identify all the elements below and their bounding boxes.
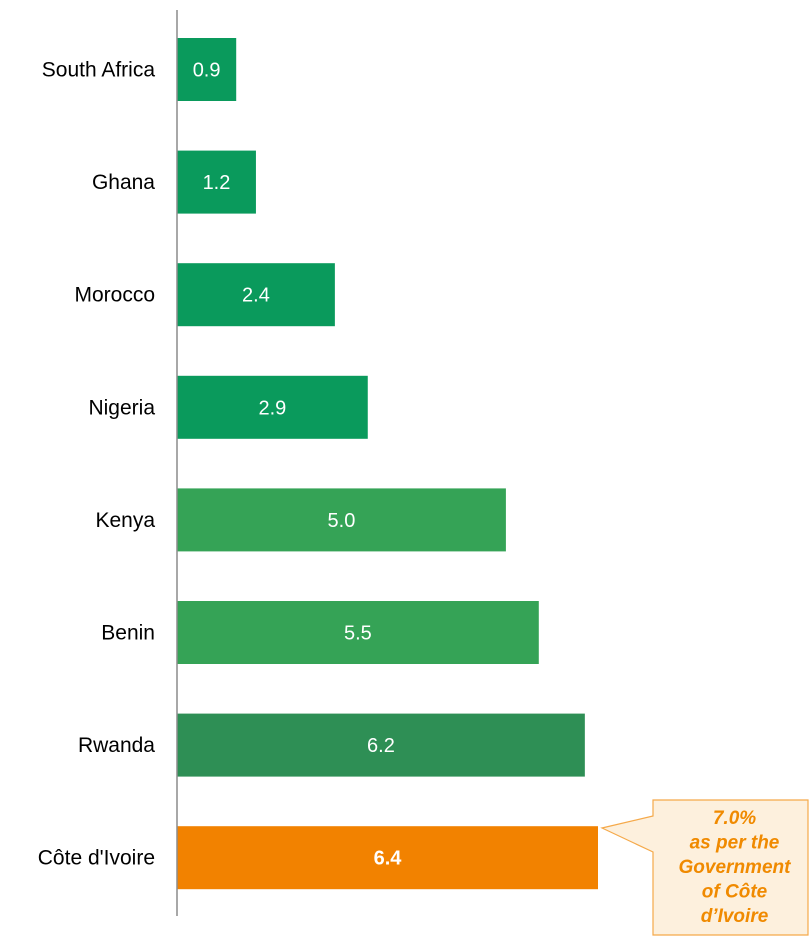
annotation-line: 7.0% — [713, 808, 756, 829]
category-label-morocco: Morocco — [74, 284, 155, 307]
annotation-text: 7.0% as per the Government of Côte d’Ivoire — [679, 808, 792, 927]
annotation-callout: 7.0% as per the Government of Côte d’Ivoire — [600, 799, 809, 936]
value-label-ghana: 1.2 — [203, 172, 231, 194]
category-label-nigeria: Nigeria — [88, 396, 155, 419]
annotation-line: d’Ivoire — [701, 906, 769, 927]
value-label-benin: 5.5 — [344, 623, 372, 645]
bar-ghana — [177, 150, 256, 214]
bar-c-te-d-ivoire — [177, 826, 598, 890]
annotation-line: of Côte — [702, 882, 768, 903]
value-label-rwanda: 6.2 — [367, 735, 395, 757]
bar-nigeria — [177, 375, 368, 439]
category-label-kenya: Kenya — [95, 509, 155, 532]
value-label-south-africa: 0.9 — [193, 60, 221, 82]
category-label-rwanda: Rwanda — [78, 734, 155, 757]
annotation-line: Government — [679, 857, 792, 878]
value-label-kenya: 5.0 — [328, 510, 356, 532]
bar-morocco — [177, 263, 335, 327]
category-label-benin: Benin — [101, 622, 155, 645]
annotation-line: as per the — [690, 833, 780, 854]
bar-benin — [177, 601, 539, 664]
bars-group: South Africa 0.9 Ghana 1.2 Morocco 2.4 Nigeria… — [38, 38, 598, 890]
category-label-c-te-d-ivoire: Côte d'Ivoire — [38, 847, 155, 870]
bar-rwanda — [177, 713, 585, 777]
annotation-callout-box — [600, 799, 809, 936]
bar-south-africa — [177, 38, 237, 101]
bar-kenya — [177, 488, 506, 552]
category-label-south-africa: South Africa — [42, 59, 156, 82]
value-label-nigeria: 2.9 — [258, 397, 286, 419]
value-label-c-te-d-ivoire: 6.4 — [374, 848, 403, 870]
category-label-ghana: Ghana — [92, 171, 155, 194]
value-label-morocco: 2.4 — [242, 285, 270, 307]
